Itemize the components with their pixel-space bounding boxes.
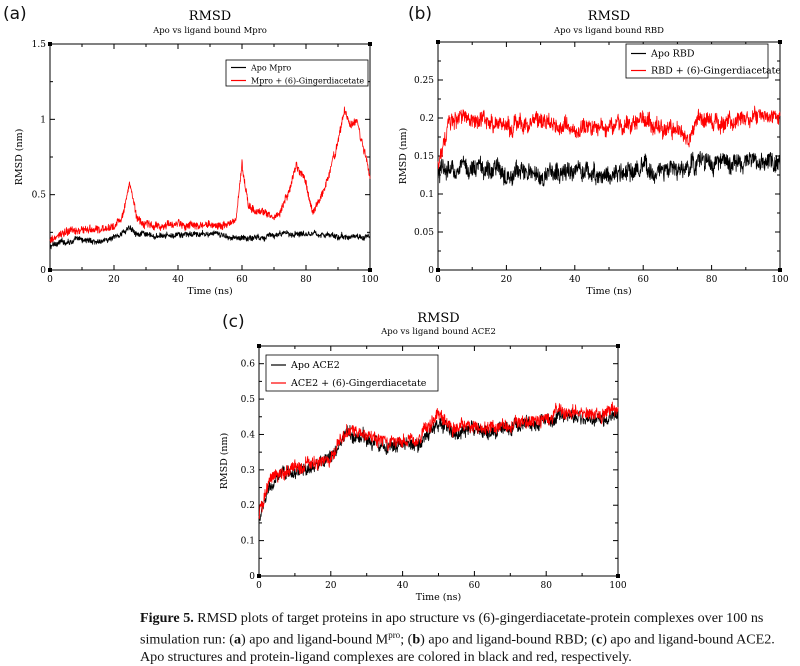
x-tick-label: 20 <box>501 275 513 285</box>
y-tick-label: 0.25 <box>414 76 434 86</box>
corner-marker <box>436 40 440 44</box>
y-tick-label: 0.2 <box>420 114 434 124</box>
x-axis-label: Time (ns) <box>416 592 461 603</box>
caption-text-1: RMSD plots of target proteins in apo str… <box>140 610 764 648</box>
y-tick-label: 0.15 <box>414 152 434 162</box>
legend-box <box>625 43 769 79</box>
caption-b: b <box>412 631 421 648</box>
x-tick-label: 60 <box>236 275 248 285</box>
x-tick-label: 0 <box>256 581 262 591</box>
series-line-ligand <box>49 106 371 244</box>
series-line-apo <box>258 407 619 521</box>
x-tick-label: 20 <box>108 275 120 285</box>
corner-marker <box>48 268 52 272</box>
x-tick-label: 0 <box>435 275 441 285</box>
y-axis-label: RMSD (nm) <box>398 128 409 185</box>
caption-text-3: ; ( <box>400 631 413 648</box>
x-tick-label: 40 <box>397 581 409 591</box>
x-axis-label: Time (ns) <box>586 286 631 297</box>
series-line-apo <box>437 150 781 187</box>
x-tick-label: 0 <box>47 275 53 285</box>
caption-a: a <box>233 631 241 648</box>
x-tick-label: 80 <box>540 581 552 591</box>
corner-marker <box>257 574 261 578</box>
y-tick-label: 0 <box>249 572 255 582</box>
legend-label: ACE2 + (6)-Gingerdiacetate <box>290 378 427 389</box>
x-tick-label: 60 <box>469 581 481 591</box>
chart-title: RMSD <box>189 9 231 24</box>
x-tick-label: 20 <box>325 581 337 591</box>
y-tick-label: 0.3 <box>241 466 256 476</box>
caption-text-2: ) apo and ligand-bound M <box>241 631 389 648</box>
panel-letter-c: (c) <box>222 312 245 332</box>
corner-marker <box>48 42 52 46</box>
x-tick-label: 60 <box>637 275 649 285</box>
y-tick-label: 0.05 <box>414 228 434 238</box>
caption-c: c <box>595 631 603 648</box>
legend-label: Mpro + (6)-Gingerdiacetate <box>251 77 364 86</box>
corner-marker <box>778 268 782 272</box>
caption-label: Figure 5. <box>140 610 194 626</box>
series-line-apo <box>49 225 371 250</box>
y-tick-label: 0.5 <box>241 395 256 405</box>
y-tick-label: 0.5 <box>32 191 47 201</box>
corner-marker <box>616 344 620 348</box>
corner-marker <box>436 268 440 272</box>
y-tick-label: 0 <box>40 266 46 276</box>
panel-letter-b: (b) <box>408 4 433 24</box>
legend-box <box>265 354 439 392</box>
chart-subtitle: Apo vs ligand bound RBD <box>553 26 664 36</box>
corner-marker <box>257 344 261 348</box>
x-axis-label: Time (ns) <box>187 286 232 297</box>
x-tick-label: 80 <box>706 275 718 285</box>
legend-label: Apo Mpro <box>250 64 291 73</box>
x-tick-label: 100 <box>771 275 788 285</box>
corner-marker <box>368 42 372 46</box>
caption-text-5: ) apo and ligand-bound ACE2. Apo structu… <box>140 631 775 665</box>
y-tick-label: 1 <box>40 115 46 125</box>
figure-caption: Figure 5. RMSD plots of target proteins … <box>140 610 795 666</box>
series-line-ligand <box>258 401 619 520</box>
y-tick-label: 1.5 <box>32 40 47 50</box>
y-axis-label: RMSD (nm) <box>219 433 230 490</box>
caption-sup: pro <box>388 630 401 640</box>
chart-title: RMSD <box>417 311 459 326</box>
chart-title: RMSD <box>588 9 630 24</box>
y-tick-label: 0.1 <box>420 190 434 200</box>
legend-box <box>225 59 369 87</box>
x-tick-label: 80 <box>300 275 312 285</box>
legend-label: RBD + (6)-Gingerdiacetate <box>651 66 781 77</box>
corner-marker <box>616 574 620 578</box>
caption-text-4: ) apo and ligand-bound RBD; ( <box>420 631 596 648</box>
series-line-ligand <box>437 105 781 171</box>
y-tick-label: 0 <box>428 266 434 276</box>
y-tick-label: 0.6 <box>241 360 256 370</box>
y-axis-label: RMSD (nm) <box>14 129 25 186</box>
chart-subtitle: Apo vs ligand bound ACE2 <box>380 327 496 337</box>
chart-subtitle: Apo vs ligand bound Mpro <box>152 26 267 36</box>
x-tick-label: 40 <box>569 275 581 285</box>
legend-label: Apo RBD <box>650 49 695 60</box>
x-tick-label: 100 <box>609 581 626 591</box>
x-tick-label: 40 <box>172 275 184 285</box>
corner-marker <box>368 268 372 272</box>
x-tick-label: 100 <box>361 275 378 285</box>
y-tick-label: 0.4 <box>241 430 256 440</box>
corner-marker <box>778 40 782 44</box>
panel-letter-a: (a) <box>3 4 27 24</box>
legend-label: Apo ACE2 <box>290 360 340 371</box>
y-tick-label: 0.1 <box>241 537 255 547</box>
y-tick-label: 0.2 <box>241 501 255 511</box>
